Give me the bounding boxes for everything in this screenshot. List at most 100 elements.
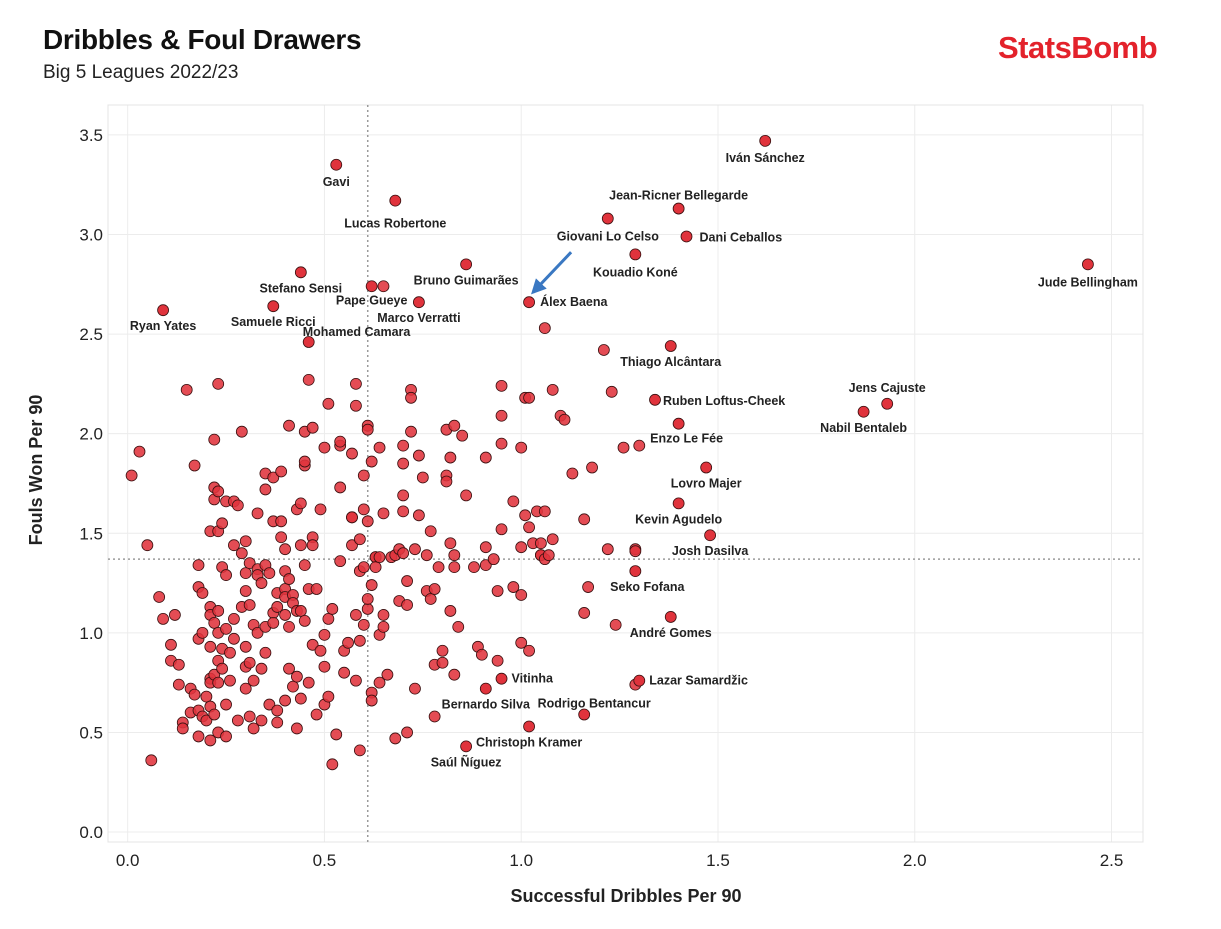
data-point <box>617 441 630 454</box>
data-point <box>361 423 374 436</box>
point-label: Lazar Samardžic <box>649 674 748 688</box>
data-point <box>578 607 591 619</box>
data-point <box>243 557 256 570</box>
data-point <box>428 710 441 723</box>
data-point <box>275 465 288 478</box>
data-point <box>523 521 535 534</box>
data-point <box>405 425 417 438</box>
data-point <box>436 656 449 669</box>
point-label: Josh Dasilva <box>672 544 749 558</box>
labeled-data-point <box>330 158 343 171</box>
data-point <box>216 517 229 530</box>
y-tick-label: 3.0 <box>79 225 103 244</box>
data-point <box>208 433 221 446</box>
data-point <box>495 379 508 392</box>
data-point <box>479 451 492 464</box>
data-point <box>377 620 390 633</box>
data-point <box>283 662 295 675</box>
data-point <box>220 622 232 635</box>
data-point <box>597 344 610 356</box>
data-point <box>361 593 374 605</box>
data-point <box>133 445 146 458</box>
data-point <box>424 525 437 538</box>
data-point <box>176 722 189 735</box>
data-point <box>495 523 508 536</box>
data-point <box>605 385 618 398</box>
data-point <box>361 603 374 615</box>
data-point <box>436 644 449 657</box>
y-axis-ticks: 0.0 0.5 1.0 1.5 2.0 2.5 3.0 3.5 <box>79 126 103 842</box>
data-point <box>294 605 307 617</box>
labeled-data-point <box>601 212 614 225</box>
data-point <box>515 589 528 601</box>
data-point <box>401 726 413 739</box>
data-point <box>275 515 288 528</box>
brand-logo: StatsBomb <box>998 30 1158 65</box>
data-point <box>444 451 457 464</box>
data-point <box>365 455 378 468</box>
data-point <box>275 531 288 544</box>
data-point <box>216 662 229 675</box>
data-point <box>188 688 201 701</box>
data-point <box>239 585 252 597</box>
data-point <box>290 722 303 735</box>
point-label: Bruno Guimarães <box>414 273 519 287</box>
data-point <box>346 447 358 460</box>
data-point <box>491 585 504 597</box>
data-point <box>582 581 595 593</box>
data-point <box>283 573 295 585</box>
data-point <box>283 620 295 633</box>
labeled-data-point <box>633 674 646 687</box>
data-point <box>306 539 319 552</box>
data-point <box>287 680 299 693</box>
data-point <box>428 583 441 595</box>
data-point <box>397 505 410 518</box>
data-point <box>318 628 331 641</box>
data-point <box>373 441 386 454</box>
data-point <box>365 579 378 591</box>
data-point <box>542 549 555 562</box>
data-point <box>239 640 252 653</box>
chart-title: Dribbles & Foul Drawers <box>43 24 362 55</box>
data-point <box>369 561 382 574</box>
data-point <box>298 559 311 572</box>
data-point <box>401 575 413 587</box>
data-point <box>200 714 213 727</box>
data-point <box>322 690 335 703</box>
data-point <box>314 644 327 657</box>
data-point <box>231 499 244 512</box>
x-axis-ticks: 0.0 0.5 1.0 1.5 2.0 2.5 <box>116 851 1123 870</box>
data-point <box>546 383 559 396</box>
data-point <box>192 730 205 743</box>
scatter-points <box>125 134 1094 771</box>
labeled-data-point <box>672 202 685 215</box>
data-point <box>479 559 492 572</box>
data-point <box>145 754 158 767</box>
data-point <box>377 507 390 520</box>
point-label: Mohamed Camara <box>303 325 412 339</box>
data-point <box>212 377 225 390</box>
data-point <box>353 533 366 546</box>
data-point <box>448 561 461 574</box>
data-point <box>224 674 236 687</box>
data-point <box>515 636 528 649</box>
data-point <box>224 646 236 659</box>
data-point <box>192 559 205 572</box>
data-point <box>487 553 500 566</box>
y-tick-label: 2.5 <box>79 325 103 344</box>
labeled-data-point <box>672 497 685 510</box>
data-point <box>243 710 256 723</box>
point-label: Dani Ceballos <box>699 230 782 244</box>
y-tick-label: 0.0 <box>79 823 103 842</box>
point-label: Marco Verratti <box>377 311 460 325</box>
x-tick-label: 1.5 <box>706 851 730 870</box>
data-point <box>255 662 268 675</box>
data-point <box>479 541 492 554</box>
labeled-data-point <box>664 611 677 623</box>
data-point <box>259 483 272 496</box>
data-point <box>633 439 646 452</box>
data-point <box>448 419 461 432</box>
data-point <box>326 758 339 771</box>
data-point <box>515 541 528 554</box>
data-point <box>220 698 232 711</box>
